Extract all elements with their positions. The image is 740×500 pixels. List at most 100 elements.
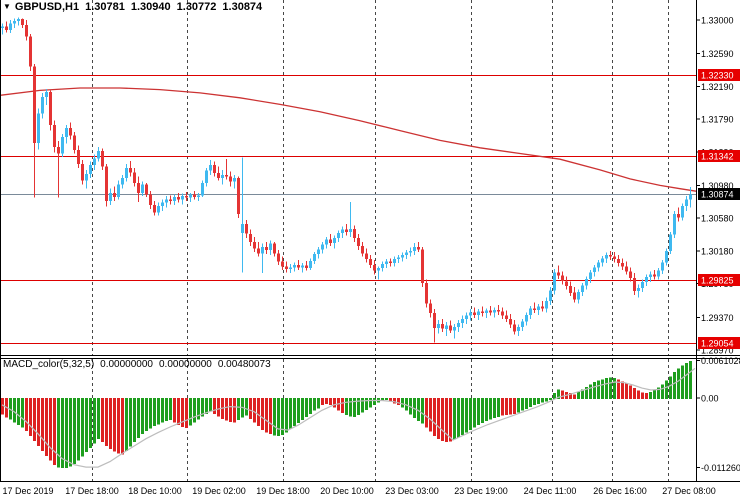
symbol-dropdown-icon[interactable]: ▼ [3, 2, 11, 11]
candle-body [241, 223, 244, 233]
time-axis-label: 27 Dec 08:00 [662, 486, 716, 496]
macd-bar [89, 398, 92, 448]
macd-bar [605, 378, 608, 399]
candle-body [269, 243, 272, 251]
macd-bar [97, 398, 100, 440]
candle-body [277, 253, 280, 262]
candle-body [81, 164, 84, 181]
macd-bar [321, 398, 324, 406]
macd-bar [245, 398, 248, 416]
candle-body [409, 251, 412, 253]
candle-body [397, 257, 400, 260]
candle-body [417, 246, 420, 250]
candle-body [105, 166, 108, 201]
candle-body [473, 312, 476, 315]
candle-body [517, 327, 520, 332]
candle-body [521, 321, 524, 328]
candle-body [373, 264, 376, 271]
candle-body [41, 97, 44, 114]
candle-body [437, 323, 440, 328]
candle-body [309, 260, 312, 269]
candle-body [445, 325, 448, 329]
macd-bar [317, 398, 320, 409]
candle-body [265, 246, 268, 251]
price-level-flag-label: 1.29825 [701, 276, 734, 286]
macd-bar [249, 398, 252, 419]
time-axis-label: 24 Dec 11:00 [524, 486, 577, 496]
macd-bar [333, 398, 336, 408]
candle-body [233, 178, 236, 182]
macd-bar [21, 398, 24, 428]
macd-bar [65, 398, 68, 469]
macd-bar [401, 398, 404, 408]
macd-bar [1, 398, 4, 415]
candle-body [153, 205, 156, 213]
candle-body [145, 184, 148, 195]
candle-body [5, 26, 8, 30]
macd-bar [225, 398, 228, 421]
candle-body [377, 268, 380, 271]
price-level-flag [698, 274, 740, 286]
candle-body [257, 248, 260, 254]
price-level-flag-label: 1.32330 [701, 70, 734, 80]
macd-signal-line [1, 367, 696, 468]
candle-body [229, 176, 232, 182]
macd-bar [329, 398, 332, 406]
candle-body [477, 311, 480, 315]
macd-bar [661, 384, 664, 399]
macd-bar [233, 398, 236, 423]
time-axis-label: 20 Dec 10:00 [320, 486, 374, 496]
candle-body [61, 137, 64, 154]
candle-body [173, 196, 176, 201]
candle-body [401, 255, 404, 258]
candle-body [613, 256, 616, 260]
macd-bar [549, 398, 552, 401]
quote-low: 1.30772 [176, 1, 217, 13]
candle-body [89, 165, 92, 174]
candle-body [381, 264, 384, 269]
candle-body [45, 92, 48, 97]
macd-bar [25, 398, 28, 432]
candle-body [249, 233, 252, 242]
candle-body [637, 287, 640, 292]
macd-indicator-name: MACD_color(5,32,5) [3, 359, 95, 370]
current-price-flag [698, 188, 740, 201]
macd-bar [373, 398, 376, 406]
macd-bar [253, 398, 256, 423]
macd-bar [521, 398, 524, 411]
candle-body [117, 184, 120, 197]
macd-bar [193, 398, 196, 423]
macd-bar [505, 398, 508, 415]
candle-body [589, 272, 592, 279]
candle-body [537, 306, 540, 310]
macd-bar [41, 398, 44, 451]
macd-bar [629, 385, 632, 399]
candle-body [673, 214, 676, 235]
macd-bar [361, 398, 364, 413]
macd-bar [389, 398, 392, 402]
macd-bar [273, 398, 276, 436]
candle-body [217, 173, 220, 179]
candle-body [109, 192, 112, 201]
candle-body [649, 274, 652, 278]
candle-body [97, 151, 100, 159]
macd-bar [481, 398, 484, 424]
macd-bar [665, 380, 668, 399]
quote-high: 1.30940 [130, 1, 171, 13]
symbol-timeframe-label: GBPUSD,H1 [14, 1, 80, 13]
macd-bar [161, 398, 164, 423]
macd-bar [649, 391, 652, 399]
macd-bar [369, 398, 372, 408]
macd-bar [533, 398, 536, 406]
candle-body [313, 254, 316, 261]
macd-bar [557, 389, 560, 399]
candle-body [221, 174, 224, 179]
macd-bar [457, 398, 460, 438]
candle-body [413, 246, 416, 251]
macd-bar [17, 398, 20, 425]
macd-bar [125, 398, 128, 451]
candle-body [513, 324, 516, 332]
candle-body [625, 266, 628, 272]
candle-body [689, 194, 692, 200]
